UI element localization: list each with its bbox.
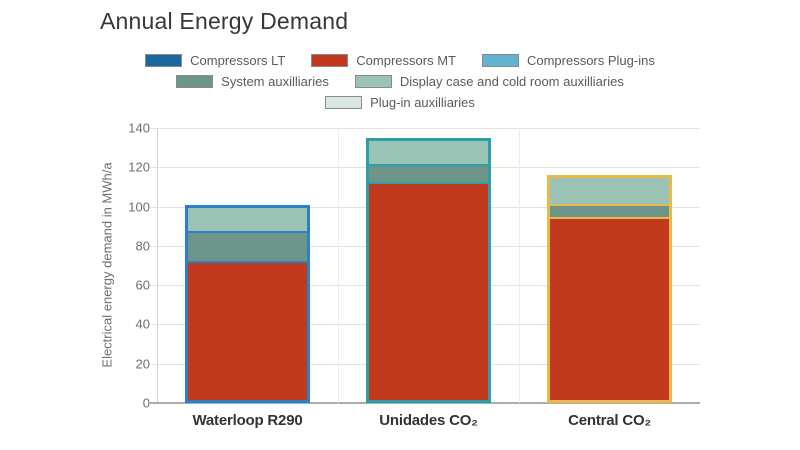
vertical-gridline — [338, 128, 339, 403]
bar-segment[interactable] — [550, 217, 669, 400]
legend-item-label: Plug-in auxilliaries — [370, 95, 475, 110]
bar-segment[interactable] — [550, 203, 669, 218]
legend: Compressors LT Compressors MT Compressors … — [0, 53, 800, 110]
y-tick-label: 40 — [135, 316, 150, 332]
bar-segment[interactable] — [369, 164, 488, 182]
legend-swatch-icon — [311, 54, 349, 67]
legend-item-label: Compressors MT — [356, 53, 456, 68]
plot-area: 0 20 40 60 80 100 120 140 Waterloop R290 Unidades… — [128, 121, 700, 429]
legend-item-label: Compressors LT — [190, 53, 286, 68]
y-tick-label: 100 — [128, 199, 150, 215]
legend-swatch-icon — [354, 75, 392, 88]
x-axis-line — [150, 402, 700, 404]
legend-item[interactable]: Compressors Plug-ins — [481, 53, 655, 68]
legend-row: Plug-in auxilliaries — [325, 95, 475, 110]
legend-swatch-icon — [145, 54, 183, 67]
legend-swatch-icon — [481, 54, 519, 67]
bar[interactable] — [366, 137, 491, 403]
legend-item-label: System auxilliaries — [221, 74, 329, 89]
legend-swatch-icon — [325, 96, 363, 109]
legend-row: System auxilliaries Display case and cold… — [176, 74, 624, 89]
legend-item-label: Display case and cold room auxilliaries — [399, 74, 624, 89]
bar-segment[interactable] — [369, 181, 488, 400]
chart-title: Annual Energy Demand — [100, 8, 349, 34]
legend-item[interactable]: Compressors MT — [311, 53, 456, 68]
y-axis-line — [157, 128, 158, 403]
y-tick-label: 0 — [142, 395, 150, 411]
x-axis-label: Central CO₂ — [568, 412, 651, 429]
y-tick-label: 20 — [135, 356, 150, 372]
vertical-gridline — [519, 128, 520, 403]
legend-item[interactable]: System auxilliaries — [176, 74, 329, 89]
legend-item[interactable]: Plug-in auxilliaries — [325, 95, 475, 110]
bar-segment[interactable] — [188, 231, 307, 261]
bar[interactable] — [185, 204, 310, 403]
bar-segment[interactable] — [188, 260, 307, 400]
y-tick-label: 60 — [135, 277, 150, 293]
y-tick-label: 140 — [128, 120, 150, 136]
x-axis-label: Waterloop R290 — [192, 412, 303, 429]
bar-segment[interactable] — [188, 207, 307, 232]
bar-segment[interactable] — [369, 140, 488, 165]
legend-swatch-icon — [176, 75, 214, 88]
bar-segment[interactable] — [550, 178, 669, 204]
gridline — [150, 128, 700, 129]
bar[interactable] — [547, 175, 672, 403]
legend-item[interactable]: Display case and cold room auxilliaries — [354, 74, 624, 89]
y-tick-label: 80 — [135, 238, 150, 254]
legend-item-label: Compressors Plug-ins — [526, 53, 655, 68]
x-axis-label: Unidades CO₂ — [379, 412, 478, 429]
legend-item[interactable]: Compressors LT — [145, 53, 285, 68]
legend-row: Compressors LT Compressors MT Compressors … — [145, 53, 655, 68]
y-axis-title: Electrical energy demand in MWh/a — [99, 162, 115, 368]
y-tick-label: 120 — [128, 159, 150, 175]
